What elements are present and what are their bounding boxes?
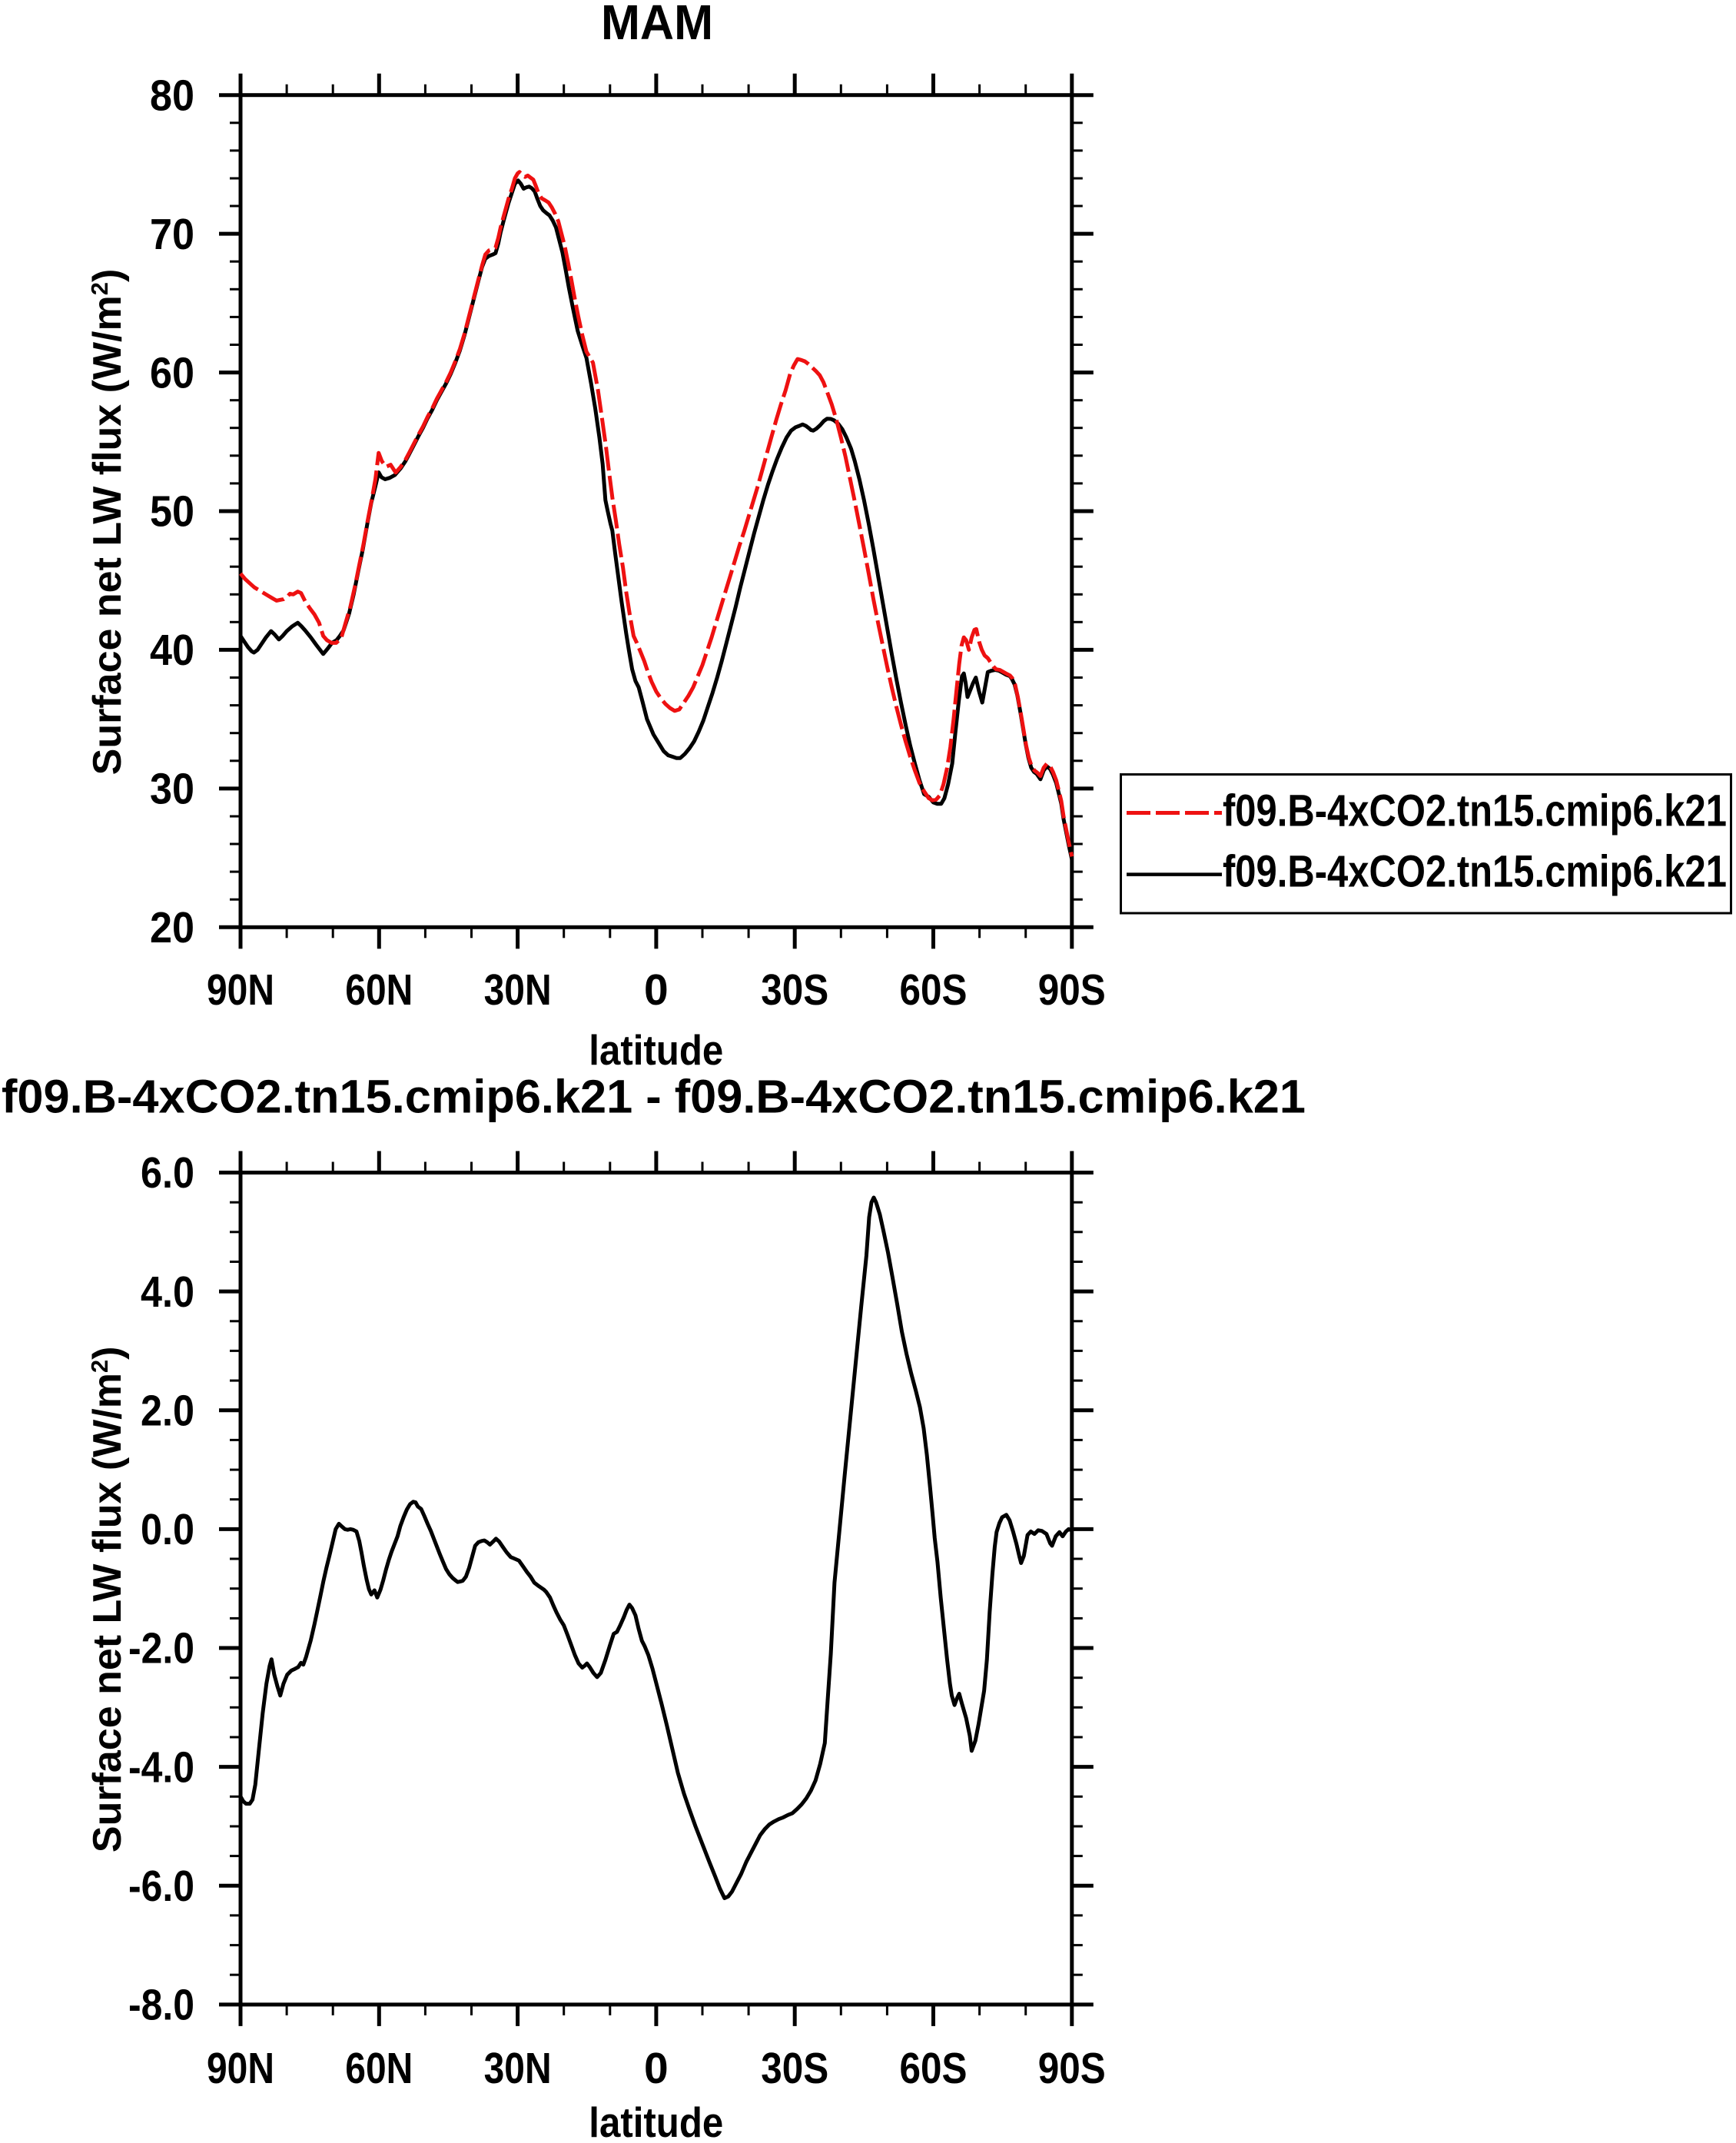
svg-text:60S: 60S [900, 2044, 968, 2093]
svg-text:f09.B-4xCO2.tn15.cmip6.k21: f09.B-4xCO2.tn15.cmip6.k21 [1223, 786, 1727, 836]
svg-text:60N: 60N [345, 965, 413, 1015]
svg-text:70: 70 [150, 210, 194, 259]
svg-text:6.0: 6.0 [141, 1148, 194, 1198]
svg-text:30N: 30N [484, 2044, 552, 2093]
svg-text:Surface net LW flux (W/m2): Surface net LW flux (W/m2) [85, 269, 130, 776]
svg-text:30: 30 [150, 765, 194, 814]
svg-text:-6.0: -6.0 [128, 1862, 194, 1911]
svg-text:60: 60 [150, 348, 194, 397]
svg-text:f09.B-4xCO2.tn15.cmip6.k21 - f: f09.B-4xCO2.tn15.cmip6.k21 - f09.B-4xCO2… [2, 1071, 1306, 1123]
svg-text:80: 80 [150, 71, 194, 120]
svg-text:60S: 60S [900, 965, 968, 1015]
svg-text:4.0: 4.0 [141, 1268, 194, 1317]
svg-text:0: 0 [644, 2044, 669, 2093]
svg-text:-2.0: -2.0 [128, 1624, 194, 1673]
svg-text:90S: 90S [1038, 965, 1106, 1015]
svg-text:20: 20 [150, 903, 194, 952]
svg-text:30N: 30N [484, 965, 552, 1015]
svg-text:2.0: 2.0 [141, 1387, 194, 1436]
svg-text:-8.0: -8.0 [128, 1981, 194, 2030]
svg-text:50: 50 [150, 487, 194, 537]
svg-text:-4.0: -4.0 [128, 1743, 194, 1792]
svg-text:latitude: latitude [589, 1026, 723, 1074]
svg-text:f09.B-4xCO2.tn15.cmip6.k21: f09.B-4xCO2.tn15.cmip6.k21 [1223, 847, 1727, 897]
svg-text:30S: 30S [761, 2044, 828, 2093]
svg-text:90N: 90N [207, 965, 274, 1015]
svg-text:30S: 30S [761, 965, 828, 1015]
svg-text:60N: 60N [345, 2044, 413, 2093]
svg-text:0.0: 0.0 [141, 1505, 194, 1554]
svg-text:90S: 90S [1038, 2044, 1106, 2093]
svg-text:40: 40 [150, 626, 194, 675]
svg-text:90N: 90N [207, 2044, 274, 2093]
svg-text:MAM: MAM [601, 0, 713, 50]
svg-text:Surface net LW flux (W/m2): Surface net LW flux (W/m2) [85, 1346, 130, 1852]
svg-text:0: 0 [644, 965, 669, 1015]
svg-text:latitude: latitude [589, 2098, 723, 2143]
